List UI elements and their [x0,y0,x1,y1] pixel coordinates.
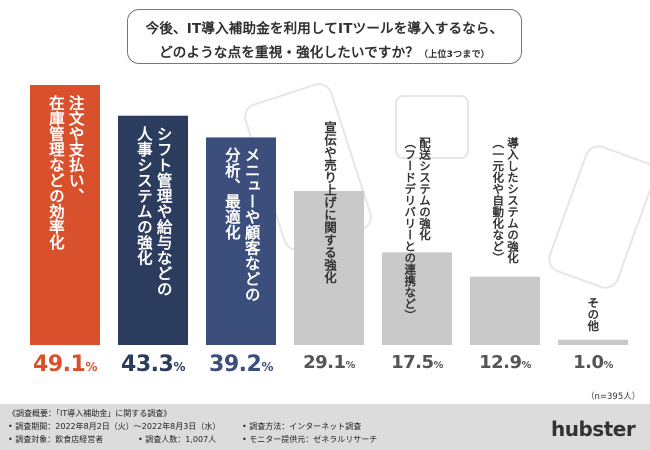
value-unit-4: % [345,360,356,371]
value-label-4: 29.1% [284,352,374,373]
bar-3 [206,137,276,345]
value-number-3: 39.2 [209,352,262,377]
question-title-line1: 今後、IT導入補助金を利用してITツールを導入するなら、 [145,21,504,37]
survey-provider: • モニター提供元：ゼネラルリサーチ [242,435,378,444]
value-unit-7: % [603,360,613,371]
value-number-7: 1.0 [573,352,604,373]
value-number-6: 12.9 [479,352,522,373]
category-label-2: シフト管理や給与などの 人事システムの強化 [134,125,173,297]
value-label-5: 17.5% [372,352,462,373]
value-unit-5: % [433,360,444,371]
question-title-line2: どのような点を重視・強化したいですか？（上位3つまで） [128,41,521,61]
value-unit-2: % [173,360,185,374]
survey-period: • 調査期間：2022年8月2日（火）〜2022年8月3日（水） [8,422,221,431]
value-unit-3: % [261,360,273,374]
survey-method: • 調査方法：インターネット調査 [242,422,362,431]
category-label-3: メニューや顧客などの 分析、最適化 [222,147,261,303]
bar-2 [118,115,188,345]
bar-7 [558,339,628,345]
bar-chart [30,85,628,345]
question-title-line2-text: どのような点を重視・強化したいですか？ [159,45,420,61]
value-label-6: 12.9% [460,352,550,373]
category-label-6: 導入したシステムの強化 （一元化や自動化など） [491,136,520,264]
question-title-box: 今後、IT導入補助金を利用してITツールを導入するなら、 どのような点を重視・強… [127,9,522,64]
value-label-2: 43.3% [108,352,198,377]
survey-count: • 調査人数：1,007人 [138,435,217,444]
sample-size-note: （n=395人） [586,392,641,402]
bar-5 [382,252,452,345]
category-label-5: 配送システムの強化 （フードデリバリーとの連携など） [403,137,432,322]
value-number-5: 17.5 [391,352,434,373]
value-label-7: 1.0% [548,352,638,373]
survey-heading: 《調査概要：「IT導入補助金」に関する調査》 [8,409,172,418]
bar-1 [30,85,100,345]
category-label-1: 注文や支払い、 在庫管理などの効率化 [46,95,85,250]
question-title-note: （上位3つまで） [419,50,490,60]
bar-4 [294,190,364,345]
value-unit-1: % [85,360,97,374]
hubster-logo: hubster [551,417,636,441]
category-label-4: 宣伝や売り上げに関する強化 [322,120,337,284]
bar-6 [470,276,540,345]
value-unit-6: % [521,360,532,371]
value-number-4: 29.1 [303,352,346,373]
background-card-illustration [395,95,469,159]
survey-target: • 調査対象：飲食店経営者 [8,435,104,444]
value-number-1: 49.1 [33,352,86,377]
category-label-7: その他 [586,296,601,332]
value-number-2: 43.3 [121,352,174,377]
value-label-3: 39.2% [196,352,286,377]
value-label-1: 49.1% [20,352,110,377]
survey-footer: 《調査概要：「IT導入補助金」に関する調査》 • 調査期間：2022年8月2日（… [0,404,650,450]
